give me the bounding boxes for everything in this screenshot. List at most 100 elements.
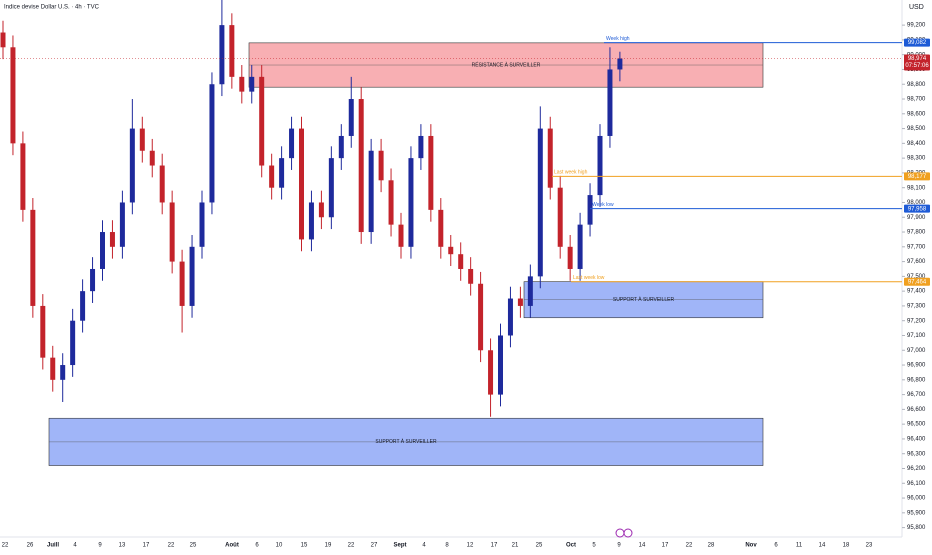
x-tick-label: 17 [143,543,150,549]
x-tick-label: 25 [536,543,543,549]
price-tag [904,277,930,286]
x-tick-label: 22 [686,543,693,549]
price-tag-label: 99,082 [908,40,927,46]
x-tick-label: 17 [662,543,669,549]
candle-body [458,254,464,269]
x-tick-label: 4 [73,543,77,549]
candle-body [547,128,553,188]
y-tick-label: 96,400 [907,437,926,443]
candle-body [498,335,503,395]
x-tick-label: 17 [491,543,498,549]
x-tick-label: 4 [422,543,426,549]
x-tick-label: 10 [276,543,283,549]
candle-body [269,165,275,188]
y-tick-label: 96,600 [907,407,926,413]
candle-body [577,224,583,269]
candle-body [617,58,623,70]
candle-body [597,135,603,196]
price-tag [904,54,930,71]
x-tick-label: Août [225,543,239,549]
candle-body [328,158,334,218]
candle-body [30,209,36,306]
x-tick-label: 14 [819,543,826,549]
tv-icon [615,528,633,538]
currency: USD [909,4,924,11]
x-tick-label: 6 [774,543,778,549]
x-tick-label: 15 [301,543,308,549]
y-tick-label: 97,200 [907,318,926,324]
y-tick-label: 96,900 [907,363,926,369]
candle-body [557,187,563,247]
candle-body [259,76,265,166]
x-tick-label: 14 [639,543,646,549]
y-tick-label: 97,500 [907,274,926,280]
price-tag [904,204,930,213]
level-label: Last week low [573,275,605,281]
candle-body [100,232,105,269]
price-tag [904,172,930,181]
x-tick-label: 18 [843,543,850,549]
x-tick-label: 19 [325,543,332,549]
candle-body [109,232,115,247]
candle-body [0,32,6,48]
x-tick-label: 6 [255,543,259,549]
candle-body [507,298,513,336]
candle-body [428,135,434,210]
candle-body [10,47,16,144]
price-tag-label: 97,958 [908,206,927,212]
candle-body [488,350,494,395]
x-tick-label: 25 [190,543,197,549]
candle-body [40,305,46,358]
candle-body [567,246,573,269]
x-tick-label: 9 [617,543,621,549]
candle-body [229,25,235,77]
candle-body [159,165,165,203]
y-tick-label: 98,100 [907,185,926,191]
candle-body [70,320,76,366]
x-tick-label: 12 [467,543,474,549]
candle-body [318,202,324,218]
candle-body [478,283,484,351]
candle-body [537,128,543,277]
level-label: Last week high [554,170,588,176]
candle-body [338,135,344,159]
y-tick-label: 96,000 [907,496,926,502]
candle-body [308,202,314,240]
y-tick-label: 96,100 [907,481,926,487]
candle-body [408,158,414,247]
price-tag-label: 98,177 [908,174,927,180]
candle-body [199,202,205,247]
zone-label: RÉSISTANCE À SURVEILLER [472,61,541,68]
candle-body [60,365,66,380]
x-tick-label: 26 [27,543,34,549]
y-tick-label: 97,000 [907,348,926,354]
level-label: Week high [606,36,630,42]
candle-body [348,99,354,136]
candle-body [20,143,26,210]
y-tick-label: 95,900 [907,510,926,516]
candle-body [607,69,613,136]
candle-body [90,268,96,292]
candle-body [388,180,394,225]
candle-body [80,291,86,321]
x-tick-label: Oct [566,543,576,549]
candle-body [219,25,225,85]
candle-body [398,224,404,247]
zone-label: SUPPORT À SURVEILLER [613,296,675,303]
candle-body [139,128,145,151]
x-tick-label: 8 [445,543,449,549]
y-tick-label: 97,300 [907,304,926,310]
y-tick-label: 98,000 [907,200,926,206]
zone-label: SUPPORT À SURVEILLER [375,438,437,445]
candle-body [169,202,175,262]
x-tick-label: Juill [47,543,59,549]
x-tick-label: 13 [119,543,126,549]
price-tag [904,38,930,47]
candle-body [468,268,474,284]
y-tick-label: 97,400 [907,289,926,295]
candle-body [527,276,533,306]
x-tick-label: Sept [393,543,406,549]
candle-body [438,209,444,247]
candle-body [179,261,185,306]
